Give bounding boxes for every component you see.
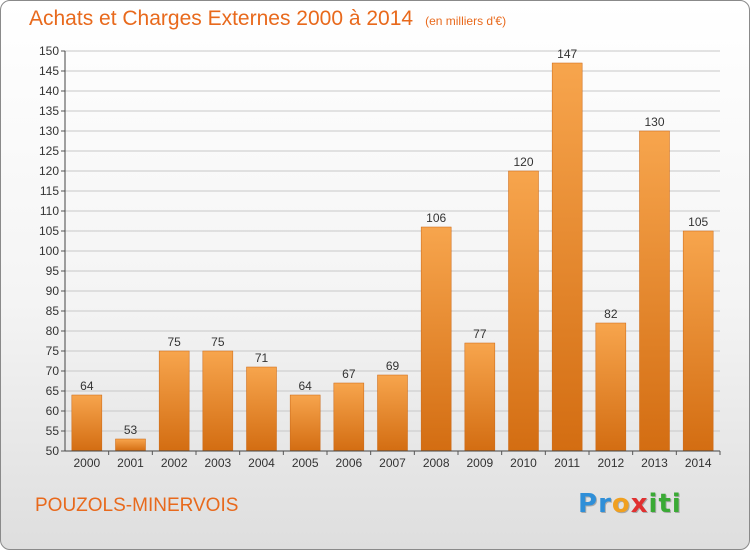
data-label-2009: 77 xyxy=(473,327,487,341)
data-label-2001: 53 xyxy=(124,423,138,437)
bar-2002 xyxy=(158,350,190,452)
x-tick-label-2001: 2001 xyxy=(117,456,144,470)
y-tick-label-120: 120 xyxy=(39,164,59,178)
data-label-2003: 75 xyxy=(211,335,225,349)
x-tick-label-2004: 2004 xyxy=(248,456,275,470)
data-label-2004: 71 xyxy=(255,351,269,365)
x-tick-labels: 2000 2001 2002 2003 2004 2005 2006 2007 2008 2009… xyxy=(73,451,721,470)
logo-letter: x xyxy=(630,489,649,519)
logo-letter: P xyxy=(578,489,599,519)
bar-2003 xyxy=(202,350,234,452)
y-tick-label-65: 65 xyxy=(46,384,60,398)
bar-2007 xyxy=(377,374,408,452)
bar-2012 xyxy=(595,322,627,452)
bar-2014 xyxy=(682,230,714,452)
y-tick-label-75: 75 xyxy=(46,344,60,358)
bar-2001 xyxy=(115,438,146,452)
x-tick-label-2013: 2013 xyxy=(641,456,668,470)
bar-2005 xyxy=(289,394,321,452)
bars xyxy=(71,62,714,452)
axes xyxy=(64,51,720,452)
y-tick-label-110: 110 xyxy=(40,204,59,218)
commune-name: POUZOLS-MINERVOIS xyxy=(35,495,239,516)
y-tick-label-70: 70 xyxy=(46,364,60,378)
y-tick-label-60: 60 xyxy=(46,404,60,418)
x-tick-label-2014: 2014 xyxy=(685,456,712,470)
data-label-2013: 130 xyxy=(644,115,664,129)
x-tick-label-2007: 2007 xyxy=(379,456,406,470)
bar-2011 xyxy=(551,62,583,452)
y-tick-label-150: 150 xyxy=(39,44,59,58)
data-label-2005: 64 xyxy=(298,379,312,393)
y-tick-label-140: 140 xyxy=(39,84,59,98)
data-label-2011: 147 xyxy=(557,47,577,61)
data-label-2008: 106 xyxy=(426,211,446,225)
logo-letter: r xyxy=(598,489,612,519)
x-tick-label-2008: 2008 xyxy=(423,456,450,470)
logo-letter: t xyxy=(658,489,672,519)
bar-2009 xyxy=(464,342,496,452)
bar-2000 xyxy=(71,394,103,452)
bar-2013 xyxy=(639,130,670,452)
y-tick-label-125: 125 xyxy=(39,144,59,158)
y-tick-label-55: 55 xyxy=(46,424,60,438)
unit-note: (en milliers d'€) xyxy=(425,14,507,28)
x-tick-label-2000: 2000 xyxy=(73,456,100,470)
y-tick-label-95: 95 xyxy=(46,264,60,278)
y-tick-label-50: 50 xyxy=(46,444,60,458)
data-label-2010: 120 xyxy=(513,155,533,169)
proxiti-logo: Proxiti xyxy=(578,489,682,519)
chart-title: Achats et Charges Externes 2000 à 2014 xyxy=(29,7,414,30)
y-tick-label-80: 80 xyxy=(46,324,60,338)
logo-letter: i xyxy=(648,489,659,519)
y-tick-labels: 50 55 60 65 70 75 80 85 90 95 100 105 110 115 120 125 13… xyxy=(39,44,59,458)
data-label-2006: 67 xyxy=(342,367,356,381)
data-label-2007: 69 xyxy=(386,359,400,373)
y-tick-label-135: 135 xyxy=(39,104,59,118)
bar-2004 xyxy=(246,366,277,452)
x-tick-label-2012: 2012 xyxy=(597,456,624,470)
x-tick-label-2011: 2011 xyxy=(554,456,580,470)
x-tick-label-2006: 2006 xyxy=(335,456,362,470)
bar-2010 xyxy=(508,170,539,452)
y-tick-label-130: 130 xyxy=(39,124,59,138)
x-tick-label-2002: 2002 xyxy=(161,456,188,470)
x-tick-label-2009: 2009 xyxy=(466,456,493,470)
logo-letter: o xyxy=(611,489,631,519)
y-tick-label-105: 105 xyxy=(39,224,59,238)
y-tick-label-145: 145 xyxy=(39,64,59,78)
y-tick-label-100: 100 xyxy=(39,244,59,258)
data-label-2002: 75 xyxy=(167,335,181,349)
logo-letter: i xyxy=(671,489,682,519)
data-label-2012: 82 xyxy=(604,307,618,321)
x-tick-label-2005: 2005 xyxy=(292,456,319,470)
y-tick-label-90: 90 xyxy=(46,284,60,298)
data-label-2014: 105 xyxy=(688,215,708,229)
bar-2008 xyxy=(420,226,452,452)
x-tick-label-2010: 2010 xyxy=(510,456,537,470)
chart-title-block: Achats et Charges Externes 2000 à 2014 (e… xyxy=(29,7,506,31)
bar-2006 xyxy=(333,382,365,452)
y-tick-label-85: 85 xyxy=(46,304,60,318)
x-tick-label-2003: 2003 xyxy=(204,456,231,470)
y-tick-label-115: 115 xyxy=(40,184,59,198)
data-labels: 64 53 75 75 71 64 67 69 106 77 120 147 82 130 105 xyxy=(80,47,708,437)
data-label-2000: 64 xyxy=(80,379,94,393)
